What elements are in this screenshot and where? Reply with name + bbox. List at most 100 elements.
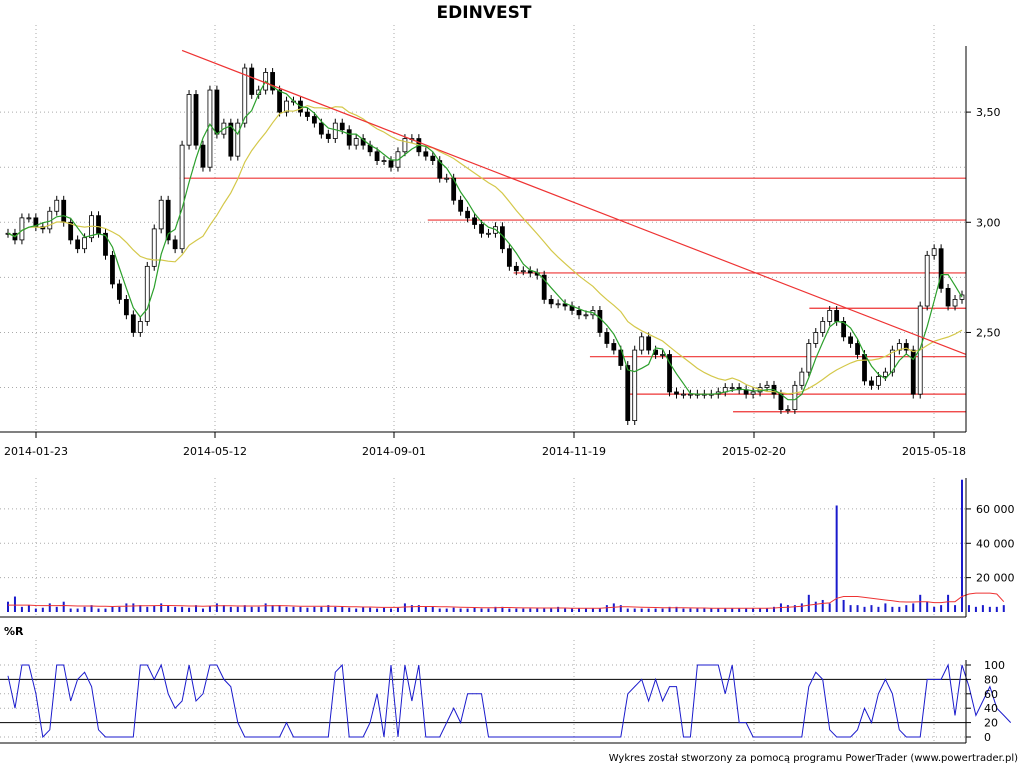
candle-up — [26, 217, 32, 220]
volume-bar — [417, 605, 420, 612]
volume-bar — [48, 603, 51, 612]
volume-bar — [396, 607, 399, 612]
candle-down — [618, 349, 624, 366]
volume-bar — [188, 607, 191, 612]
price-x-tick-label: 2014-11-19 — [542, 445, 606, 458]
volume-bar — [933, 606, 936, 612]
candle-down — [479, 224, 484, 234]
candle-down — [458, 199, 464, 212]
candle-up — [444, 177, 450, 180]
candle-down — [910, 349, 916, 395]
candle-down — [646, 336, 652, 351]
volume-bar — [285, 606, 288, 612]
volume-bar — [466, 608, 469, 612]
volume-bar — [7, 601, 9, 612]
candle-up — [520, 270, 526, 273]
volume-bar — [947, 594, 950, 612]
volume-y-tick-label: 40 000 — [976, 537, 1015, 550]
candle-up — [583, 314, 589, 317]
volume-bar — [682, 608, 685, 612]
price-x-ticks: 2014-01-23 2014-05-12 2014-09-01 2014-11-19… — [4, 432, 966, 458]
volume-bar — [536, 608, 539, 612]
volume-bar — [403, 603, 406, 612]
price-x-tick-label: 2015-05-18 — [902, 445, 966, 458]
williams-r-reference-lines — [0, 678, 966, 724]
volume-bar — [501, 606, 504, 612]
candle-down — [75, 239, 81, 250]
volume-bar — [306, 607, 309, 612]
volume-bar — [264, 603, 267, 612]
candle-down — [103, 232, 108, 256]
volume-bar — [271, 605, 274, 612]
williams-r-y-tick-label: 60 — [984, 688, 998, 701]
volume-bar — [431, 606, 434, 612]
volume-bar — [20, 606, 23, 612]
footer-credit: Wykres został stworzony za pomocą progra… — [609, 753, 1018, 764]
volume-y-tick-label: 20 000 — [976, 572, 1015, 585]
volume-bar — [967, 605, 970, 612]
volume-bar — [550, 608, 553, 612]
candle-down — [305, 111, 310, 117]
candle-up — [785, 409, 791, 411]
candle-down — [513, 265, 519, 272]
candle-up — [750, 391, 756, 395]
candle-up — [639, 336, 645, 351]
volume-bar — [954, 605, 957, 612]
candle-down — [339, 122, 345, 131]
candle-up — [486, 232, 491, 235]
candle-down — [541, 274, 547, 300]
volume-bar — [912, 603, 915, 612]
volume-bar — [480, 608, 483, 612]
candle-up — [729, 387, 735, 389]
williams-r-y-tick-label: 80 — [984, 673, 998, 686]
candle-down — [611, 343, 617, 351]
volume-bar — [222, 605, 225, 612]
volume-bar — [174, 606, 177, 612]
ma-short-line — [7, 80, 963, 401]
williams-r-y-tick-label: 20 — [984, 717, 998, 730]
volume-bar — [626, 608, 629, 612]
volume-bar — [424, 606, 427, 612]
volume-bars — [7, 479, 1005, 612]
volume-bar — [849, 605, 852, 612]
candle-down — [61, 199, 67, 223]
volume-y-ticks: 60 000 40 000 20 000 — [966, 503, 1015, 585]
volume-bar — [738, 608, 741, 612]
williams-r-label: %R — [4, 625, 24, 638]
volume-bar — [208, 605, 211, 612]
candle-down — [117, 283, 122, 300]
price-y-ticks: 3,50 3,00 2,50 — [966, 106, 1001, 339]
volume-bar — [919, 594, 922, 612]
volume-bar — [139, 605, 142, 612]
candle-down — [834, 310, 840, 322]
candle-down — [869, 380, 874, 386]
candle-down — [277, 89, 282, 113]
volume-bar — [703, 608, 706, 612]
volume-bar — [926, 601, 929, 612]
volume-bar — [981, 605, 984, 612]
williams-r-y-tick-label: 40 — [984, 702, 998, 715]
volume-bar — [591, 608, 594, 612]
volume-bar — [877, 606, 880, 612]
candle-down — [123, 299, 129, 316]
candle-down — [604, 332, 610, 344]
volume-bar — [842, 599, 845, 612]
volume-bar — [313, 606, 316, 612]
candle-up — [883, 371, 888, 377]
volume-bar — [118, 606, 121, 612]
candle-up — [806, 343, 812, 373]
candle-up — [764, 384, 770, 388]
volume-bar — [564, 608, 567, 612]
volume-bar — [215, 603, 218, 612]
candle-down — [249, 67, 255, 95]
volume-bar — [76, 608, 79, 612]
volume-bar — [90, 605, 93, 612]
candle-down — [465, 210, 470, 219]
chart-title: EDINVEST — [437, 3, 532, 23]
candle-up — [19, 217, 25, 241]
candle-up — [799, 371, 805, 386]
volume-bar — [341, 606, 344, 612]
candle-up — [284, 100, 289, 113]
volume-bar — [814, 601, 817, 612]
candle-down — [228, 122, 234, 157]
